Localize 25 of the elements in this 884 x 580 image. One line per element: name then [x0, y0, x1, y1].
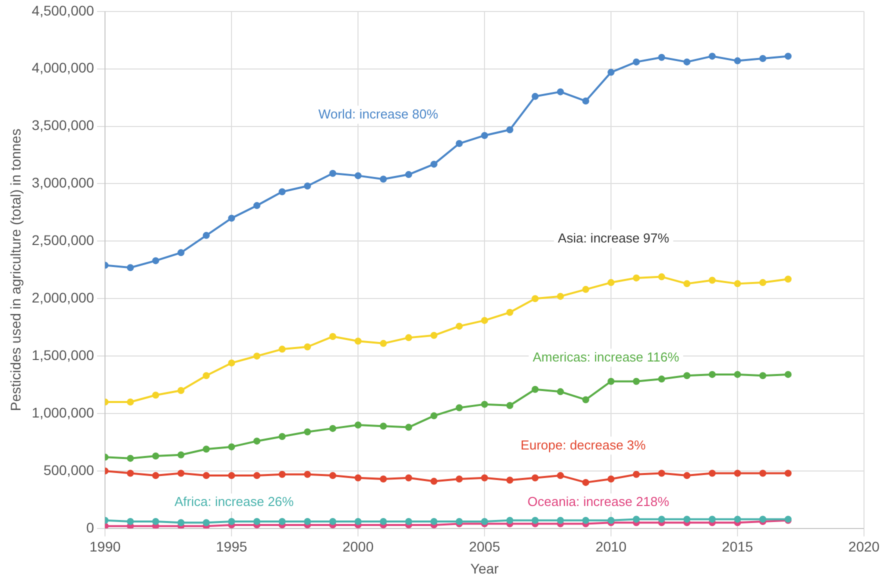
annotation: Europe: decrease 3%: [520, 437, 646, 452]
x-tick-label: 1995: [216, 538, 248, 555]
x-tick-label: 2000: [342, 538, 374, 555]
y-tick-label: 500,000: [43, 462, 94, 478]
x-tick-label: 1990: [90, 538, 121, 555]
y-tick-label: 1,000,000: [32, 404, 94, 420]
y-tick-label: 2,000,000: [32, 289, 94, 306]
x-tick-label: 2015: [722, 538, 754, 555]
y-tick-label: 4,000,000: [32, 60, 94, 76]
y-axis-title: Pesticides used in agriculture (total) in tonnes: [7, 128, 24, 412]
annotation: Africa: increase 26%: [174, 494, 294, 510]
y-tick-label: 0: [86, 519, 94, 536]
x-axis-title: Year: [470, 560, 500, 576]
y-tick-label: 3,500,000: [32, 117, 94, 134]
annotation: Americas: increase 116%: [532, 349, 680, 364]
annotation: Asia: increase 97%: [558, 230, 670, 246]
x-tick-label: 2005: [468, 538, 500, 555]
annotation: Oceania: increase 218%: [528, 494, 670, 510]
y-tick-label: 4,500,000: [32, 2, 94, 18]
y-tick-label: 1,500,000: [32, 346, 94, 363]
annotation: World: increase 80%: [318, 106, 439, 122]
x-tick-label: 2020: [848, 538, 880, 555]
x-tick-label: 2010: [595, 538, 627, 555]
y-tick-label: 3,000,000: [32, 174, 94, 191]
y-tick-label: 2,500,000: [32, 232, 94, 248]
